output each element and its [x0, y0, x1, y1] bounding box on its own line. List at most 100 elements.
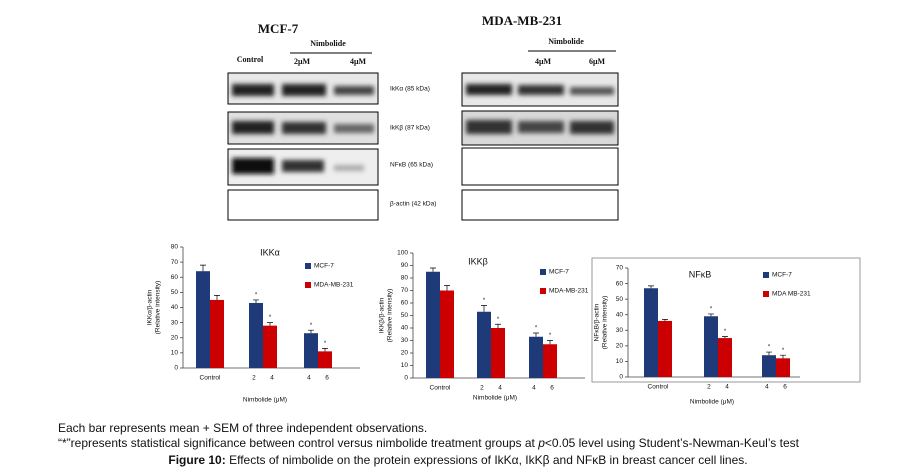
- significance-label: *: [724, 329, 727, 335]
- error-bar: [708, 313, 714, 317]
- band-label: β-actin (42 kDa): [390, 201, 436, 208]
- bands: [232, 84, 614, 174]
- significance-label: *: [255, 293, 258, 299]
- significance-label: *: [324, 341, 327, 347]
- significance-label: *: [483, 298, 486, 304]
- legend-swatch: [305, 282, 311, 288]
- error-bar: [648, 285, 654, 289]
- legend-label: MCF-7: [772, 272, 792, 279]
- lane-label: Control: [237, 55, 264, 64]
- y-tick-label: 100: [397, 250, 408, 257]
- y-tick-label: 70: [616, 265, 624, 272]
- x-tick-label: Control: [648, 384, 670, 391]
- caption-line: “*”represents statistical significance b…: [58, 436, 800, 450]
- x-tick-label: 2: [252, 375, 256, 382]
- y-axis-label: (Relative intensity): [602, 296, 609, 349]
- blot-box: [461, 189, 619, 221]
- x-tick-label: 4: [532, 385, 536, 392]
- error-bar: [308, 329, 314, 334]
- legend-swatch: [305, 263, 311, 269]
- significance-label: *: [768, 345, 771, 351]
- y-tick-label: 30: [401, 337, 409, 344]
- significance-label: *: [535, 326, 538, 332]
- y-tick-label: 20: [616, 343, 624, 350]
- y-tick-label: 50: [616, 296, 624, 303]
- lane-label: 4μM: [350, 57, 367, 66]
- y-tick-label: 30: [616, 327, 624, 334]
- y-tick-label: 70: [171, 259, 179, 266]
- bar: [304, 333, 318, 368]
- legend-label: MDA-MB-231: [314, 282, 354, 289]
- x-tick-label: 2: [480, 385, 484, 392]
- error-bar: [722, 336, 728, 339]
- x-tick-label: Control: [200, 375, 222, 382]
- lane-label: 4μM: [535, 57, 552, 66]
- legend-label: MDA-MB-231: [549, 288, 589, 295]
- blots: [227, 72, 619, 221]
- y-axis-label: (Relative intensity): [387, 289, 394, 342]
- bar: [318, 351, 332, 368]
- significance-label: *: [710, 307, 713, 313]
- caption-part: “*”represents statistical significance b…: [58, 436, 538, 450]
- x-tick-label: 4: [270, 375, 274, 382]
- y-axis-label: IKKα/β-actin: [147, 289, 154, 325]
- bar: [196, 271, 210, 368]
- chart-frame: [591, 257, 861, 383]
- y-tick-label: 70: [401, 287, 409, 294]
- x-tick-label: 2: [707, 384, 711, 391]
- blot-title: MCF-7: [258, 21, 299, 36]
- x-tick-label: 4: [307, 375, 311, 382]
- error-bar: [267, 322, 273, 326]
- y-tick-label: 20: [171, 334, 179, 341]
- y-tick-label: 50: [171, 289, 179, 296]
- error-bar: [481, 305, 487, 312]
- y-tick-label: 10: [616, 358, 624, 365]
- error-bar: [766, 351, 772, 356]
- significance-label: *: [310, 323, 313, 329]
- bar: [477, 311, 491, 378]
- lane-label: 2μM: [294, 57, 311, 66]
- bar: [249, 302, 263, 368]
- caption-label: Figure 10:: [168, 453, 225, 467]
- bar: [776, 358, 790, 377]
- error-bar: [780, 354, 786, 359]
- y-tick-label: 40: [401, 325, 409, 332]
- x-tick-label: 6: [550, 385, 554, 392]
- caption-text: Effects of nimbolide on the protein expr…: [226, 453, 748, 467]
- y-tick-label: 0: [174, 365, 178, 372]
- x-tick-label: 6: [783, 384, 787, 391]
- y-tick-label: 90: [401, 262, 409, 269]
- blot-box: [227, 189, 379, 221]
- error-bar: [253, 299, 259, 303]
- x-axis-label: Nimbolide (μM): [473, 395, 517, 402]
- legend-label: MCF-7: [549, 269, 569, 276]
- bar: [440, 290, 454, 378]
- chart-title: IKKα: [260, 247, 280, 257]
- x-axis-label: Nimbolide (μM): [243, 397, 287, 404]
- bar: [210, 299, 224, 368]
- bar: [529, 336, 543, 378]
- y-tick-label: 60: [401, 300, 409, 307]
- y-tick-label: 80: [171, 244, 179, 251]
- blot-box: [461, 147, 619, 186]
- y-tick-label: 40: [171, 304, 179, 311]
- caption-part: <0.05 level using Student’s-Newman-Keul’…: [545, 436, 800, 450]
- bar: [762, 355, 776, 377]
- y-tick-label: 60: [171, 274, 179, 281]
- band-label: IkKβ (87 kDa): [390, 125, 430, 132]
- treatment-label: Nimbolide: [310, 39, 346, 48]
- error-bar: [547, 340, 553, 345]
- y-tick-label: 20: [401, 350, 409, 357]
- error-bar: [662, 319, 668, 321]
- y-tick-label: 80: [401, 275, 409, 282]
- significance-label: *: [782, 348, 785, 354]
- y-axis-label: NFκB/β-actin: [594, 303, 601, 341]
- x-tick-label: 4: [498, 385, 502, 392]
- significance-label: *: [497, 317, 500, 323]
- error-bar: [495, 323, 501, 328]
- x-tick-label: 4: [725, 384, 729, 391]
- bar: [704, 316, 718, 377]
- y-tick-label: 60: [616, 280, 624, 287]
- x-tick-label: Control: [430, 385, 452, 392]
- significance-label: *: [549, 333, 552, 339]
